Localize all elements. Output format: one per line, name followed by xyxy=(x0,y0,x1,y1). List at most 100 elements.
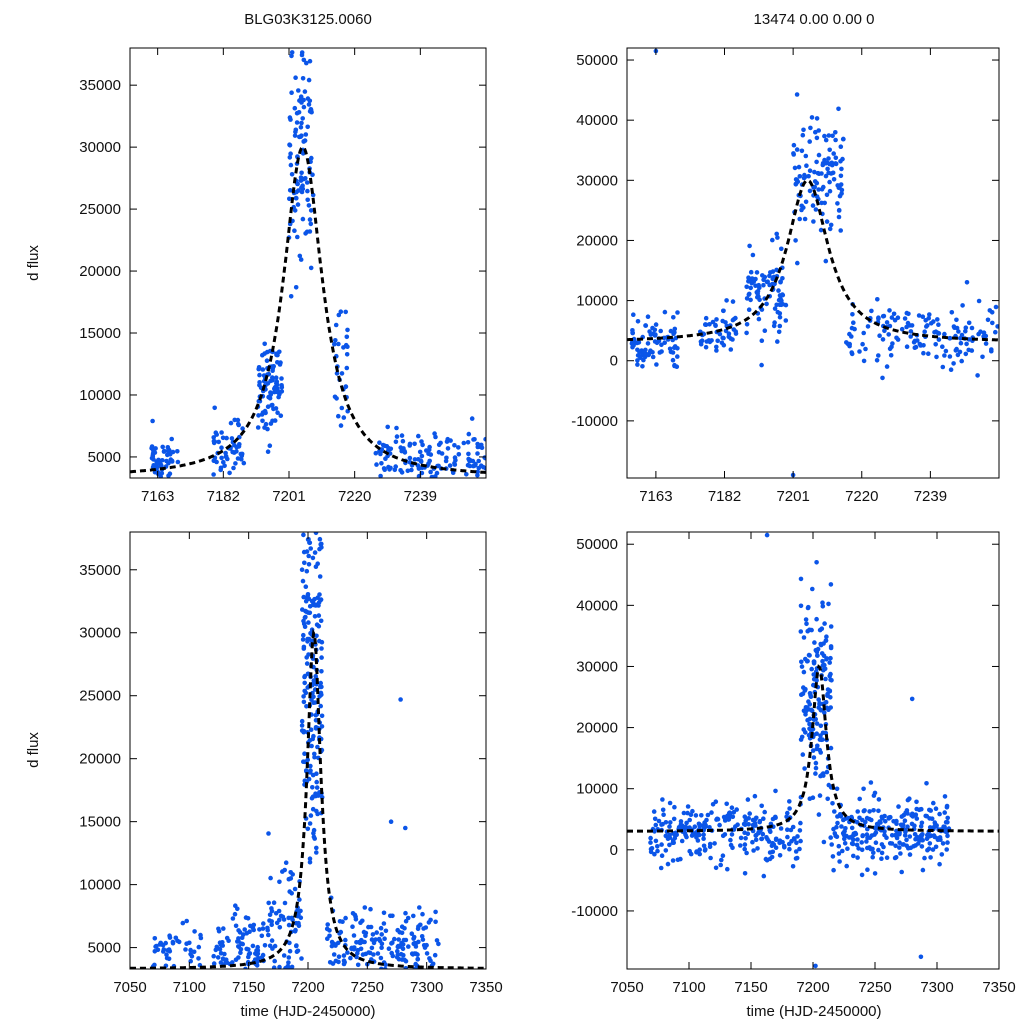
data-point xyxy=(314,845,319,851)
data-point xyxy=(922,329,927,335)
data-point xyxy=(838,144,844,149)
data-point xyxy=(420,442,425,448)
data-point xyxy=(839,824,844,829)
data-point xyxy=(386,946,392,951)
data-point xyxy=(742,846,747,852)
data-point xyxy=(382,467,387,473)
data-point xyxy=(218,465,224,471)
y-tick-label: 40000 xyxy=(576,597,618,614)
data-point xyxy=(744,330,749,336)
data-point xyxy=(863,346,868,352)
data-point xyxy=(882,829,887,834)
data-point xyxy=(380,442,386,448)
data-point xyxy=(828,695,833,700)
data-point xyxy=(299,185,304,190)
data-point xyxy=(293,285,299,290)
data-point xyxy=(279,376,284,381)
data-point xyxy=(164,952,169,957)
data-point xyxy=(293,75,298,80)
data-point xyxy=(756,316,762,322)
data-point xyxy=(332,394,338,400)
data-point xyxy=(332,341,337,347)
plot-area: 7163 7182 7201 7220 7239 5000 10000 15000 20000 2… xyxy=(79,48,486,505)
data-point xyxy=(319,713,325,719)
data-point xyxy=(298,175,304,180)
data-point xyxy=(301,621,307,627)
data-point xyxy=(817,627,823,633)
data-point xyxy=(289,90,294,95)
data-point xyxy=(183,947,188,952)
data-point xyxy=(659,342,664,348)
data-point xyxy=(773,815,778,821)
data-point xyxy=(304,60,309,66)
data-point xyxy=(803,153,809,159)
data-point xyxy=(318,618,324,624)
data-point xyxy=(917,807,923,812)
data-point xyxy=(327,928,332,933)
data-point xyxy=(978,329,983,335)
data-point xyxy=(219,455,224,461)
data-point xyxy=(355,951,360,956)
data-point xyxy=(954,346,959,352)
data-point xyxy=(976,298,982,304)
data-point xyxy=(750,252,756,258)
data-point xyxy=(379,932,384,937)
y-tick-label: 10000 xyxy=(576,293,618,310)
data-point xyxy=(966,320,972,326)
data-point xyxy=(665,836,671,841)
data-point xyxy=(804,621,809,627)
data-point xyxy=(161,448,167,454)
data-point xyxy=(333,338,338,343)
data-point xyxy=(368,906,373,912)
data-point xyxy=(327,960,333,965)
data-point xyxy=(388,913,393,919)
data-point xyxy=(220,435,226,441)
data-point xyxy=(869,817,874,823)
data-point xyxy=(287,196,292,202)
data-point xyxy=(310,772,316,778)
data-point xyxy=(416,466,422,471)
data-point xyxy=(393,464,399,469)
data-point xyxy=(296,110,302,115)
data-point xyxy=(672,344,678,349)
data-point xyxy=(305,639,310,644)
data-point xyxy=(824,219,830,224)
data-point xyxy=(173,935,179,941)
data-point xyxy=(935,317,940,322)
data-point xyxy=(798,838,803,844)
data-point xyxy=(799,148,805,154)
data-point xyxy=(719,340,725,346)
data-point xyxy=(814,678,819,683)
data-point xyxy=(728,837,733,843)
data-point xyxy=(422,945,428,950)
data-point xyxy=(826,133,832,138)
data-point xyxy=(815,743,820,749)
data-point xyxy=(389,941,394,946)
data-point xyxy=(871,808,876,813)
data-point xyxy=(881,313,887,319)
data-point xyxy=(286,960,291,965)
data-point xyxy=(749,276,755,281)
data-point xyxy=(259,933,265,939)
data-point xyxy=(811,219,816,224)
data-point xyxy=(989,347,994,352)
data-point xyxy=(800,132,806,138)
data-point xyxy=(743,836,748,841)
data-point xyxy=(868,780,874,785)
data-point xyxy=(831,151,836,156)
data-point xyxy=(374,462,379,467)
data-point xyxy=(818,642,824,648)
data-point xyxy=(269,938,275,943)
data-point xyxy=(276,908,282,914)
data-point xyxy=(374,930,379,935)
data-point xyxy=(815,653,820,658)
data-point xyxy=(378,955,384,961)
data-point xyxy=(876,847,881,853)
data-point xyxy=(416,939,421,945)
data-point xyxy=(405,915,411,921)
data-point xyxy=(814,180,820,186)
x-tick-label: 7350 xyxy=(982,979,1015,996)
data-point xyxy=(980,354,985,360)
data-point xyxy=(884,835,889,840)
data-point xyxy=(152,936,158,941)
